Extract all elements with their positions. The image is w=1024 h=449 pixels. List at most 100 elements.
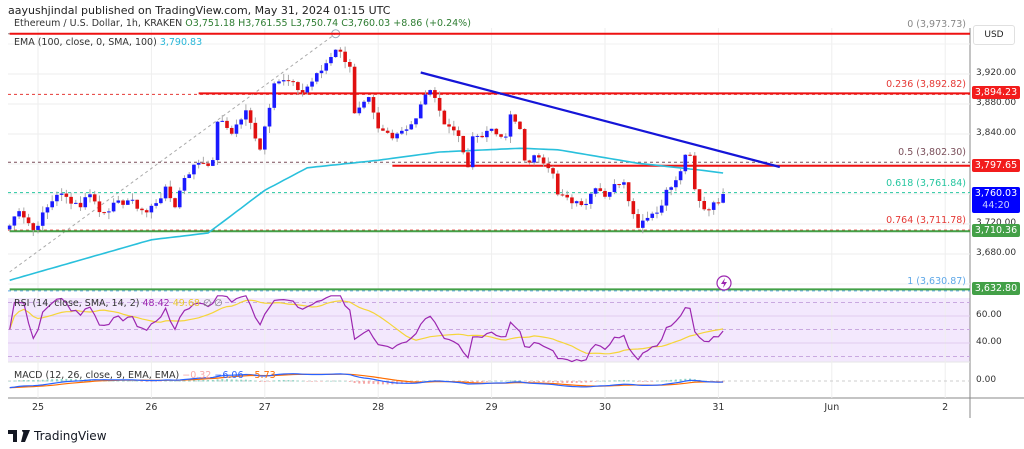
candle-body bbox=[55, 194, 59, 202]
macd-histogram-bar bbox=[646, 381, 649, 382]
macd-histogram-bar bbox=[188, 380, 191, 382]
macd-histogram-bar bbox=[665, 380, 668, 382]
macd-histogram-bar bbox=[655, 380, 658, 382]
candle-body bbox=[702, 200, 707, 210]
candle-body bbox=[97, 201, 102, 213]
candle-body bbox=[45, 207, 50, 213]
candle-body bbox=[617, 184, 621, 186]
candle-body bbox=[74, 202, 78, 204]
candle-body bbox=[541, 157, 546, 164]
macd-histogram-bar bbox=[490, 380, 493, 382]
candle-body bbox=[589, 193, 593, 204]
currency-button[interactable]: USD bbox=[973, 25, 1015, 45]
rsi-legend: RSI (14, close, SMA, 14, 2) 48.42 49.68 … bbox=[14, 298, 223, 309]
macd-histogram-bar bbox=[542, 381, 545, 383]
macd-histogram-bar bbox=[561, 381, 564, 383]
macd-hist-value: −0.32 bbox=[182, 370, 212, 381]
candle-body bbox=[22, 211, 26, 218]
candle-body bbox=[414, 118, 418, 125]
macd-histogram-bar bbox=[589, 381, 592, 383]
candle-body bbox=[390, 132, 395, 139]
rsi-line bbox=[9, 295, 724, 363]
macd-histogram-bar bbox=[679, 379, 682, 382]
macd-histogram-bar bbox=[273, 380, 276, 382]
candle-body bbox=[560, 194, 565, 196]
candle-body bbox=[385, 130, 390, 133]
candle-body bbox=[518, 121, 522, 130]
candle-body bbox=[418, 104, 423, 119]
macd-histogram-bar bbox=[329, 380, 332, 382]
candle-body bbox=[135, 199, 140, 209]
macd-histogram-bar bbox=[684, 378, 687, 382]
macd-histogram-bar bbox=[552, 381, 555, 383]
macd-histogram-bar bbox=[570, 381, 573, 383]
candle-body bbox=[234, 124, 239, 134]
macd-histogram-bar bbox=[320, 381, 323, 382]
candle-body bbox=[612, 184, 617, 193]
macd-histogram-bar bbox=[722, 381, 725, 382]
tradingview-logo[interactable]: TradingView bbox=[8, 429, 107, 443]
macd-histogram-bar bbox=[221, 379, 224, 382]
last-price-tag: 3,760.03 44:20 bbox=[972, 186, 1020, 213]
macd-histogram-bar bbox=[254, 380, 257, 382]
candle-body bbox=[503, 136, 508, 138]
macd-histogram-bar bbox=[504, 380, 507, 382]
candle-body bbox=[692, 155, 697, 190]
macd-histogram-bar bbox=[400, 381, 403, 384]
macd-histogram-bar bbox=[169, 380, 172, 382]
macd-histogram-bar bbox=[674, 379, 677, 382]
ohlc-high: H3,761.55 bbox=[238, 18, 288, 29]
macd-histogram-bar bbox=[523, 381, 526, 382]
macd-histogram-bar bbox=[372, 381, 375, 384]
candle-body bbox=[603, 190, 607, 197]
fib-level-label: 0.764 (3,711.78) bbox=[886, 215, 966, 227]
fib-level-label: 0 (3,973.73) bbox=[907, 18, 966, 30]
candle-body bbox=[192, 164, 196, 175]
macd-histogram-bar bbox=[244, 379, 247, 382]
macd-histogram-bar bbox=[174, 380, 177, 382]
fib-level-label: 0.618 (3,761.84) bbox=[886, 177, 966, 189]
ema-100-line bbox=[9, 147, 724, 282]
macd-histogram-bar bbox=[164, 380, 167, 382]
candle-body bbox=[343, 51, 347, 63]
ema-legend: EMA (100, close, 0, SMA, 100) 3,790.83 bbox=[14, 37, 202, 48]
candle-body bbox=[452, 126, 456, 131]
candle-body bbox=[125, 200, 130, 205]
candle-body bbox=[442, 110, 447, 125]
macd-histogram-bar bbox=[8, 381, 11, 382]
macd-histogram-bar bbox=[259, 381, 262, 382]
candle-body bbox=[555, 173, 560, 195]
candle-body bbox=[607, 192, 612, 197]
candle-body bbox=[206, 163, 210, 166]
candle-body bbox=[711, 202, 716, 210]
macd-histogram-bar bbox=[717, 381, 720, 382]
macd-histogram-bar bbox=[566, 381, 569, 383]
candle-body bbox=[59, 193, 64, 195]
macd-histogram-bar bbox=[37, 380, 39, 382]
macd-histogram-bar bbox=[197, 379, 200, 382]
price-tick-label: 3,880.00 bbox=[976, 98, 1017, 108]
macd-histogram-bar bbox=[235, 379, 238, 382]
macd-histogram-bar bbox=[22, 380, 25, 382]
candle-body bbox=[102, 212, 106, 214]
macd-histogram-bar bbox=[207, 379, 210, 382]
candle-body bbox=[366, 97, 371, 102]
candle-body bbox=[645, 217, 650, 221]
rsi-value: 48.42 bbox=[142, 298, 170, 309]
macd-histogram-bar bbox=[27, 380, 30, 382]
price-tick-label: 3,840.00 bbox=[976, 128, 1017, 138]
candle-body bbox=[381, 128, 385, 131]
candle-body bbox=[650, 213, 655, 218]
macd-label: MACD (12, 26, close, 9, EMA, EMA) bbox=[14, 370, 180, 381]
candle-body bbox=[433, 90, 437, 98]
candle-body bbox=[116, 200, 121, 203]
candle-body bbox=[258, 138, 262, 150]
candle-body bbox=[707, 209, 711, 211]
macd-histogram-bar bbox=[192, 379, 195, 382]
macd-histogram-bar bbox=[306, 381, 309, 382]
macd-histogram-bar bbox=[377, 381, 380, 385]
macd-histogram-bar bbox=[325, 380, 328, 382]
candle-body bbox=[253, 122, 258, 139]
candle-body bbox=[149, 205, 154, 213]
